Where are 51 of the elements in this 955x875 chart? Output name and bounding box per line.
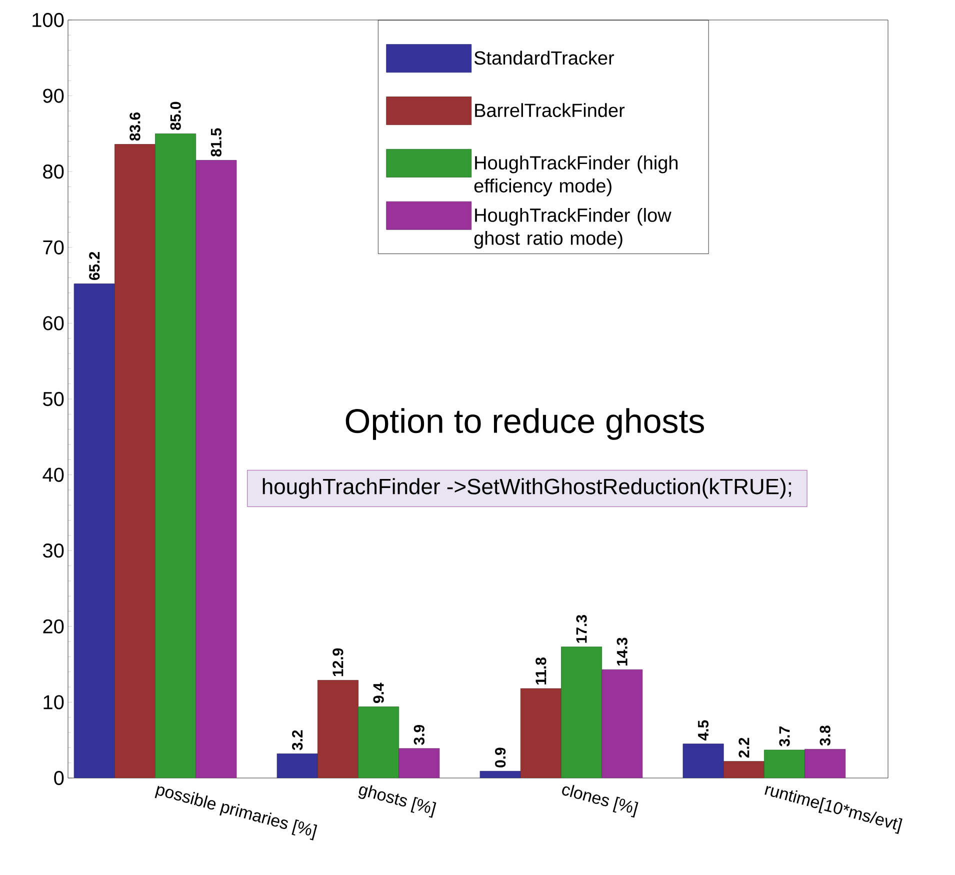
legend-label: HoughTrackFinder (high efficiency mode) [474,156,678,196]
data-label: 85.0 [170,102,181,130]
bar [520,688,562,778]
bar [398,748,440,778]
y-tick-label: 70 [43,240,64,254]
annotation: houghTrachFinder ->SetWithGhostReduction(kTRUE); [262,478,791,499]
data-label: 2.2 [738,738,750,758]
bar [682,744,724,778]
bar [196,160,237,778]
x-tick-label: clones [%] [562,784,638,818]
data-label: 3.2 [292,730,303,750]
data-label: 11.8 [536,657,546,684]
x-tick-label: ghosts [%] [358,785,436,818]
data-label: 17.3 [576,615,587,643]
bar [804,748,846,778]
bar [561,646,602,778]
bar [358,706,400,778]
bar [276,754,318,778]
bar [155,133,196,778]
y-tick-label: 100 [32,12,64,28]
bar [764,750,805,778]
data-label: 14.3 [616,638,628,666]
data-label: 81.5 [210,128,222,157]
x-tick-label: possible primaries [%] [154,786,318,840]
data-label: 4.5 [698,720,709,740]
data-label: 3.8 [820,726,830,746]
data-label: 3.9 [414,724,424,745]
y-tick-label: 80 [43,164,64,179]
bar [602,669,643,778]
legend-label: BarrelTrackFinder [475,103,625,118]
y-tick-label: 0 [54,770,64,786]
y-tick-label: 30 [42,544,64,558]
legend-label: StandardTracker [474,50,614,65]
y-tick-label: 50 [43,392,64,406]
data-label: 9.4 [373,682,384,704]
data-label: 3.7 [779,726,790,746]
data-label: 0.9 [495,748,506,768]
y-tick-label: 60 [43,316,64,330]
y-tick-label: 10 [44,695,64,710]
y-tick-label: 40 [42,468,64,482]
data-label: 83.6 [130,112,140,141]
annotation: Option to reduce ghosts [346,408,704,440]
data-label: 12.9 [332,648,344,676]
bar [317,680,358,778]
bar [74,284,115,778]
bar [114,144,156,778]
data-label: 65.2 [89,252,100,280]
legend-label: HoughTrackFinder (low ghost ratio mode) [474,208,672,249]
y-tick-label: 90 [43,88,64,103]
y-tick-label: 20 [43,619,64,634]
bar [723,761,764,778]
